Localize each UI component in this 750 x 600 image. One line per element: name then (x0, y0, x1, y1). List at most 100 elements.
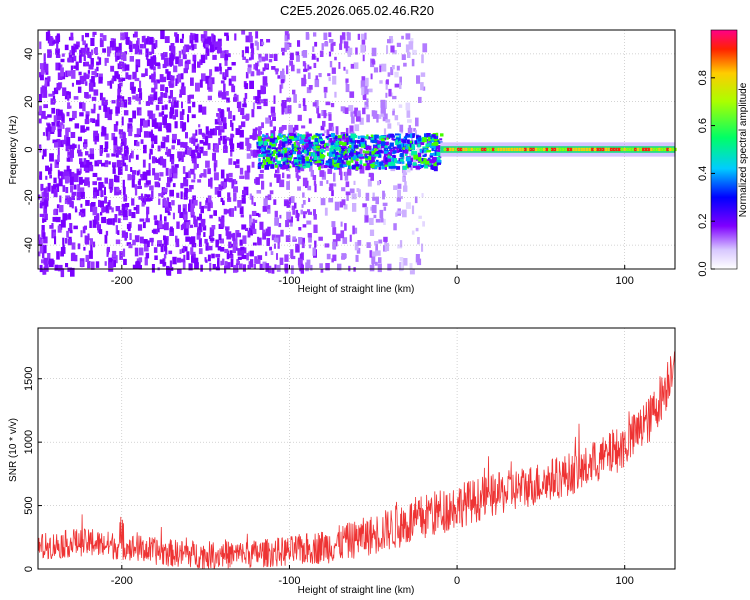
heatmap-cell (47, 49, 52, 58)
heatmap-cell (93, 130, 98, 138)
heatmap-cell (92, 31, 97, 35)
heatmap-cell (128, 128, 133, 137)
heatmap-cell (301, 237, 305, 244)
heatmap-cell (49, 153, 54, 162)
heatmap-cell (266, 161, 271, 167)
heatmap-cell (115, 175, 120, 183)
heatmap-cell (294, 124, 299, 131)
heatmap-cell (304, 62, 307, 71)
heatmap-cell (211, 225, 216, 230)
heatmap-y-tick-label: -40 (23, 237, 35, 253)
heatmap-cell (348, 105, 354, 112)
heatmap-cell (319, 263, 323, 268)
heatmap-cell (39, 105, 42, 114)
heatmap-cell (385, 119, 391, 123)
heatmap-cell (251, 211, 257, 216)
heatmap-cell (273, 243, 276, 249)
heatmap-cell (284, 106, 288, 115)
heatmap-cell (381, 166, 386, 170)
heatmap-cell (361, 76, 366, 85)
heatmap-cell (326, 143, 329, 146)
heatmap-cell (276, 174, 281, 183)
heatmap-cell (331, 189, 334, 197)
heatmap-cell (316, 163, 320, 167)
heatmap-cell (365, 136, 369, 139)
heatmap-cell (412, 49, 417, 55)
heatmap-cell (315, 100, 319, 108)
heatmap-cell (49, 225, 54, 229)
heatmap-cell (392, 146, 397, 149)
heatmap-cell (91, 49, 94, 56)
heatmap-cell (98, 182, 104, 188)
heatmap-cell (39, 63, 44, 70)
heatmap-cell (117, 218, 121, 223)
heatmap-cell (260, 71, 264, 75)
heatmap-cell (416, 75, 421, 84)
heatmap-cell (575, 147, 578, 152)
heatmap-cell (96, 177, 102, 181)
heatmap-cell (146, 206, 150, 215)
heatmap-cell (373, 145, 377, 150)
heatmap-cell (417, 258, 422, 266)
heatmap-cell (134, 134, 139, 138)
heatmap-cell (99, 229, 103, 235)
heatmap-cell (91, 118, 96, 123)
heatmap-cell (542, 147, 546, 152)
heatmap-cell (337, 163, 342, 168)
heatmap-cell (163, 187, 168, 193)
heatmap-cell (433, 145, 436, 150)
heatmap-cell (364, 32, 367, 40)
heatmap-cell (345, 78, 349, 83)
heatmap-cell (294, 146, 299, 150)
heatmap-cell (381, 138, 385, 143)
heatmap-cell (435, 132, 439, 138)
heatmap-cell (240, 214, 244, 218)
heatmap-cell (43, 53, 46, 62)
heatmap-cell (72, 110, 77, 119)
heatmap-cell (269, 138, 275, 143)
heatmap-cell (84, 92, 89, 98)
heatmap-cell (136, 128, 141, 135)
heatmap-cell (372, 160, 375, 165)
heatmap-cell (51, 223, 54, 227)
heatmap-cell (359, 160, 363, 165)
heatmap-cell (99, 92, 103, 101)
heatmap-cell (265, 157, 271, 162)
heatmap-cell (349, 234, 352, 242)
heatmap-cell (302, 165, 306, 169)
heatmap-cell (131, 89, 136, 94)
heatmap-cell (161, 53, 165, 60)
heatmap-cell (406, 139, 410, 144)
heatmap-cell (235, 164, 240, 169)
heatmap-cell (368, 151, 372, 156)
heatmap-cell (402, 165, 407, 170)
heatmap-cell (58, 171, 63, 176)
heatmap-cell (281, 125, 287, 130)
heatmap-cell (148, 153, 152, 160)
heatmap-cell (349, 139, 353, 142)
heatmap-cell (335, 126, 339, 135)
heatmap-cell (280, 79, 284, 89)
heatmap-cell (281, 158, 285, 162)
heatmap-cell (303, 163, 307, 168)
heatmap-cell (85, 81, 88, 86)
heatmap-cell (155, 40, 158, 48)
heatmap-cell (228, 78, 232, 86)
heatmap-cell (247, 64, 252, 68)
heatmap-cell (48, 40, 54, 46)
heatmap-cell (446, 147, 449, 152)
heatmap-cell (55, 48, 60, 55)
heatmap-cell (104, 234, 108, 244)
heatmap-cell (279, 179, 285, 188)
heatmap-cell (64, 199, 67, 204)
heatmap-cell (191, 136, 196, 144)
heatmap-cell (97, 56, 100, 60)
line-x-tick-label: -100 (278, 575, 300, 587)
heatmap-cell (94, 137, 97, 145)
heatmap-cell (151, 139, 154, 145)
heatmap-cell (198, 238, 202, 247)
heatmap-cell (205, 48, 210, 56)
heatmap-cell (200, 219, 206, 227)
heatmap-cell (164, 36, 170, 43)
colorbar-tick-label: 0.6 (697, 118, 709, 133)
